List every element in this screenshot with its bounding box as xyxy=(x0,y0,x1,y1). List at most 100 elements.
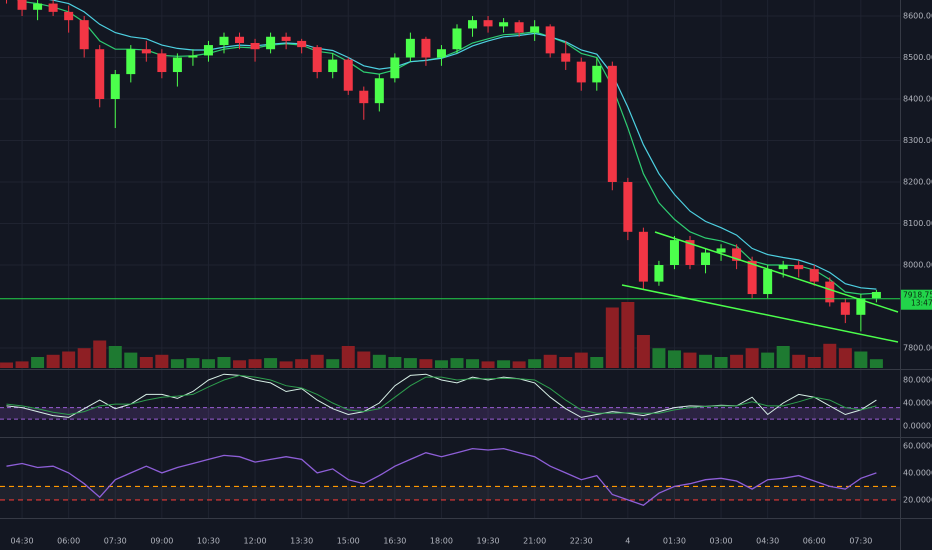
candle-body xyxy=(778,265,788,270)
countdown-label: 13:47 xyxy=(911,299,932,308)
candle-body xyxy=(483,20,493,27)
trendline[interactable] xyxy=(654,231,899,313)
volume-bar xyxy=(170,359,184,368)
y-tick-label: 8100.00 xyxy=(903,219,932,228)
volume-bar xyxy=(590,357,604,368)
candle-body xyxy=(576,61,586,83)
x-tick-label: 21:00 xyxy=(523,537,546,546)
candle-body xyxy=(219,36,229,46)
volume-bar xyxy=(636,335,650,368)
last-price-label: 7918.75 xyxy=(903,291,932,300)
volume-bar xyxy=(310,354,324,368)
volume-bar xyxy=(512,361,526,368)
candle-body xyxy=(188,55,198,58)
candle-body xyxy=(561,53,571,62)
candle-body xyxy=(172,57,182,73)
volume-bar xyxy=(745,348,759,368)
y-tick-label: 7800.00 xyxy=(903,343,932,352)
candle-body xyxy=(312,47,322,73)
candle-body xyxy=(530,26,540,33)
candle-body xyxy=(390,57,400,79)
stochastic-line xyxy=(6,374,877,416)
candle-body xyxy=(110,74,120,100)
candle-body xyxy=(235,36,245,43)
y-tick-label: 8600.00 xyxy=(903,12,932,21)
candle-body xyxy=(499,22,509,27)
x-tick-label: 4 xyxy=(625,537,630,546)
candle-body xyxy=(701,252,711,266)
volume-bar xyxy=(559,357,573,368)
volume-bar xyxy=(279,361,293,368)
grid xyxy=(0,0,900,518)
volume-bar xyxy=(108,346,122,368)
candle-body xyxy=(359,90,369,104)
volume-bar xyxy=(46,354,60,368)
y-tick-label: 0.0000 xyxy=(903,421,931,430)
x-tick-label: 15:00 xyxy=(337,537,360,546)
candle-body xyxy=(452,28,462,50)
candle-body xyxy=(343,59,353,91)
volume-bar xyxy=(77,348,91,368)
candle-body xyxy=(623,182,633,232)
x-tick-label: 10:30 xyxy=(197,537,220,546)
candle-body xyxy=(17,0,27,10)
rsi-band xyxy=(0,486,900,500)
candle-body xyxy=(405,38,415,58)
y-tick-label: 40.0000 xyxy=(903,468,932,477)
volume-bar xyxy=(528,359,542,368)
volume-bar xyxy=(823,343,837,368)
volume-bar xyxy=(139,357,153,368)
candle-body xyxy=(250,42,260,50)
candle-body xyxy=(468,20,478,29)
candle-body xyxy=(638,231,648,282)
x-tick-label: 19:30 xyxy=(477,537,500,546)
stochastic-pane xyxy=(0,373,900,420)
candle-body xyxy=(281,36,291,41)
y-tick-label: 8400.00 xyxy=(903,95,932,104)
volume-bar xyxy=(497,360,511,368)
candle-body xyxy=(716,248,726,253)
candle-body xyxy=(328,59,338,73)
volume-bar xyxy=(341,346,355,368)
volume-bar xyxy=(667,350,681,368)
volume-bar xyxy=(403,358,417,368)
volume-bar xyxy=(31,357,45,368)
candle-body xyxy=(747,260,757,295)
volume-bar xyxy=(652,348,666,368)
candle-body xyxy=(436,49,446,58)
candle-body xyxy=(545,26,555,54)
y-tick-label: 8500.00 xyxy=(903,53,932,62)
volume-bar xyxy=(761,352,775,368)
x-tick-label: 03:00 xyxy=(710,537,733,546)
volume-bar xyxy=(93,340,107,368)
volume-bar xyxy=(730,354,744,368)
volume-bar xyxy=(124,352,138,368)
y-tick-label: 20.0000 xyxy=(903,495,932,504)
candle-body xyxy=(141,49,151,54)
rsi-line xyxy=(6,447,877,507)
rsi-pane xyxy=(0,447,900,507)
candle-body xyxy=(79,20,89,50)
volume-bar xyxy=(201,359,215,368)
trendline[interactable] xyxy=(621,284,899,343)
candle-body xyxy=(48,3,58,12)
volume-bar xyxy=(419,359,433,368)
volume-bar xyxy=(543,354,557,368)
volume-bar xyxy=(683,352,697,368)
stochastic-band xyxy=(0,407,900,420)
x-tick-label: 07:30 xyxy=(104,537,127,546)
candle-body xyxy=(514,22,524,33)
candle-body xyxy=(685,240,695,266)
volume-bar xyxy=(357,351,371,368)
volume-bar xyxy=(450,358,464,368)
volume-bar xyxy=(388,357,402,368)
volume-bar xyxy=(295,359,309,368)
volume-bar xyxy=(481,361,495,368)
candle-body xyxy=(592,65,602,83)
volume-bar xyxy=(155,354,169,368)
volume-bar xyxy=(807,357,821,368)
price-pane xyxy=(0,0,900,368)
candle-body xyxy=(732,248,742,261)
